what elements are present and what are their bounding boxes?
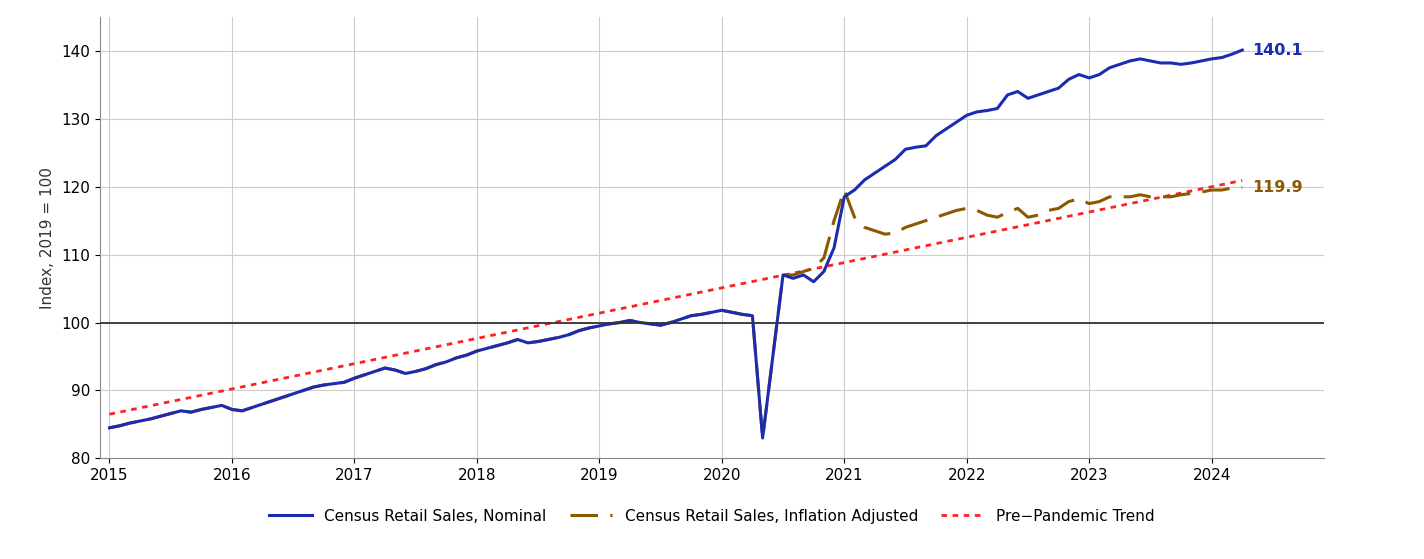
Census Retail Sales, Nominal xyxy=(755,435,772,442)
Pre−Pandemic Trend xyxy=(1233,177,1250,184)
Census Retail Sales, Inflation Adjusted xyxy=(101,424,118,431)
Census Retail Sales, Inflation Adjusted xyxy=(1233,184,1250,191)
Line: Pre−Pandemic Trend: Pre−Pandemic Trend xyxy=(110,181,1242,414)
Pre−Pandemic Trend xyxy=(866,253,883,259)
Census Retail Sales, Inflation Adjusted xyxy=(1203,187,1220,193)
Line: Census Retail Sales, Nominal: Census Retail Sales, Nominal xyxy=(110,50,1242,438)
Census Retail Sales, Nominal xyxy=(927,132,944,139)
Census Retail Sales, Nominal xyxy=(101,424,118,431)
Census Retail Sales, Inflation Adjusted xyxy=(733,311,750,318)
Legend: Census Retail Sales, Nominal, Census Retail Sales, Inflation Adjusted, Pre−Pande: Census Retail Sales, Nominal, Census Ret… xyxy=(263,503,1161,530)
Census Retail Sales, Nominal xyxy=(1233,47,1250,54)
Text: 140.1: 140.1 xyxy=(1252,42,1303,58)
Text: 119.9: 119.9 xyxy=(1252,180,1303,195)
Census Retail Sales, Inflation Adjusted xyxy=(498,339,515,346)
Census Retail Sales, Inflation Adjusted xyxy=(927,214,944,221)
Census Retail Sales, Inflation Adjusted xyxy=(988,214,1005,221)
Pre−Pandemic Trend xyxy=(1193,186,1210,192)
Census Retail Sales, Nominal xyxy=(1203,55,1220,62)
Pre−Pandemic Trend xyxy=(917,243,934,249)
Census Retail Sales, Inflation Adjusted xyxy=(877,231,894,238)
Pre−Pandemic Trend xyxy=(733,280,750,287)
Pre−Pandemic Trend xyxy=(498,329,515,335)
Census Retail Sales, Nominal xyxy=(877,163,894,169)
Pre−Pandemic Trend xyxy=(101,411,118,418)
Census Retail Sales, Nominal xyxy=(498,339,515,346)
Census Retail Sales, Nominal xyxy=(733,311,750,318)
Line: Census Retail Sales, Inflation Adjusted: Census Retail Sales, Inflation Adjusted xyxy=(110,187,1242,438)
Pre−Pandemic Trend xyxy=(978,230,995,236)
Census Retail Sales, Inflation Adjusted xyxy=(755,435,772,442)
Y-axis label: Index, 2019 = 100: Index, 2019 = 100 xyxy=(40,167,56,309)
Census Retail Sales, Nominal xyxy=(988,105,1005,112)
